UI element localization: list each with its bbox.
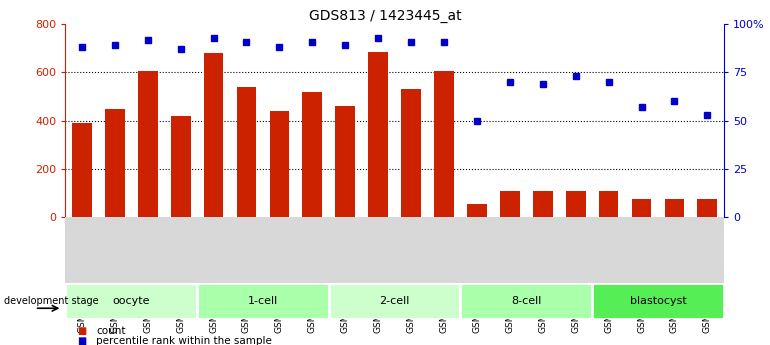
Bar (336, 106, 355, 217)
Bar (592, 283, 724, 319)
Bar (631, 199, 651, 217)
Bar (434, 71, 454, 217)
Bar (566, 191, 585, 217)
Bar (72, 123, 92, 217)
Bar (698, 199, 717, 217)
Bar (204, 53, 223, 217)
Bar (460, 283, 592, 319)
Text: 1-cell: 1-cell (248, 296, 278, 306)
Text: development stage: development stage (4, 296, 99, 306)
Bar (105, 109, 125, 217)
Bar (270, 111, 290, 217)
Text: percentile rank within the sample: percentile rank within the sample (96, 336, 272, 345)
Text: 2-cell: 2-cell (380, 296, 410, 306)
Bar (467, 204, 487, 217)
Bar (236, 87, 256, 217)
Bar (401, 89, 421, 217)
Bar (138, 71, 158, 217)
Text: blastocyst: blastocyst (630, 296, 686, 306)
Bar (197, 283, 329, 319)
Bar (65, 283, 197, 319)
Bar (599, 191, 618, 217)
Bar (533, 191, 553, 217)
Text: oocyte: oocyte (112, 296, 150, 306)
Bar (665, 199, 685, 217)
Text: count: count (96, 326, 126, 336)
Bar (171, 116, 190, 217)
Text: ■: ■ (77, 336, 86, 345)
Text: 8-cell: 8-cell (511, 296, 541, 306)
Bar (329, 283, 460, 319)
Bar (368, 52, 388, 217)
Text: ■: ■ (77, 326, 86, 336)
Bar (500, 191, 520, 217)
Bar (303, 92, 322, 217)
Text: GDS813 / 1423445_at: GDS813 / 1423445_at (309, 9, 461, 23)
